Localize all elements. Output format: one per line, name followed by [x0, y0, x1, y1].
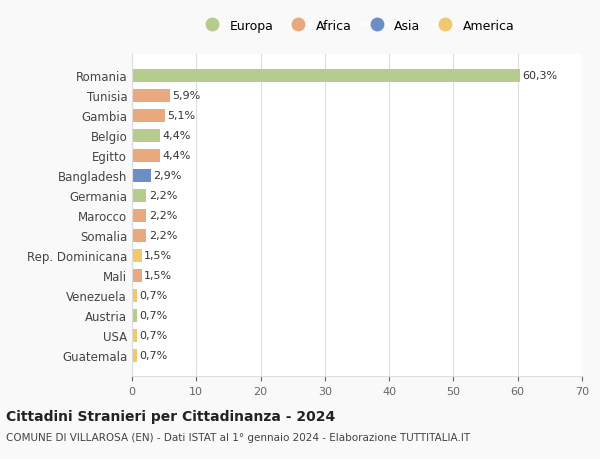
- Text: 0,7%: 0,7%: [139, 350, 167, 360]
- Text: 1,5%: 1,5%: [144, 251, 172, 261]
- Bar: [132, 169, 151, 182]
- Text: 5,9%: 5,9%: [173, 91, 201, 101]
- Text: 2,2%: 2,2%: [149, 211, 177, 221]
- Text: 5,1%: 5,1%: [167, 111, 196, 121]
- Text: 0,7%: 0,7%: [139, 291, 167, 301]
- Legend: Europa, Africa, Asia, America: Europa, Africa, Asia, America: [199, 20, 515, 33]
- Text: 60,3%: 60,3%: [522, 71, 557, 81]
- Text: 2,2%: 2,2%: [149, 191, 177, 201]
- Bar: [132, 229, 146, 242]
- Bar: [132, 249, 142, 262]
- Bar: [132, 70, 520, 83]
- Text: 4,4%: 4,4%: [163, 131, 191, 141]
- Bar: [132, 349, 137, 362]
- Bar: [132, 269, 142, 282]
- Text: 0,7%: 0,7%: [139, 310, 167, 320]
- Text: 4,4%: 4,4%: [163, 151, 191, 161]
- Bar: [132, 110, 165, 123]
- Bar: [132, 289, 137, 302]
- Text: Cittadini Stranieri per Cittadinanza - 2024: Cittadini Stranieri per Cittadinanza - 2…: [6, 409, 335, 423]
- Text: 1,5%: 1,5%: [144, 270, 172, 280]
- Text: 2,9%: 2,9%: [153, 171, 182, 181]
- Bar: [132, 329, 137, 342]
- Bar: [132, 209, 146, 222]
- Text: 0,7%: 0,7%: [139, 330, 167, 340]
- Bar: [132, 309, 137, 322]
- Text: 2,2%: 2,2%: [149, 231, 177, 241]
- Bar: [132, 129, 160, 142]
- Bar: [132, 189, 146, 202]
- Bar: [132, 150, 160, 162]
- Text: COMUNE DI VILLAROSA (EN) - Dati ISTAT al 1° gennaio 2024 - Elaborazione TUTTITAL: COMUNE DI VILLAROSA (EN) - Dati ISTAT al…: [6, 432, 470, 442]
- Bar: [132, 90, 170, 102]
